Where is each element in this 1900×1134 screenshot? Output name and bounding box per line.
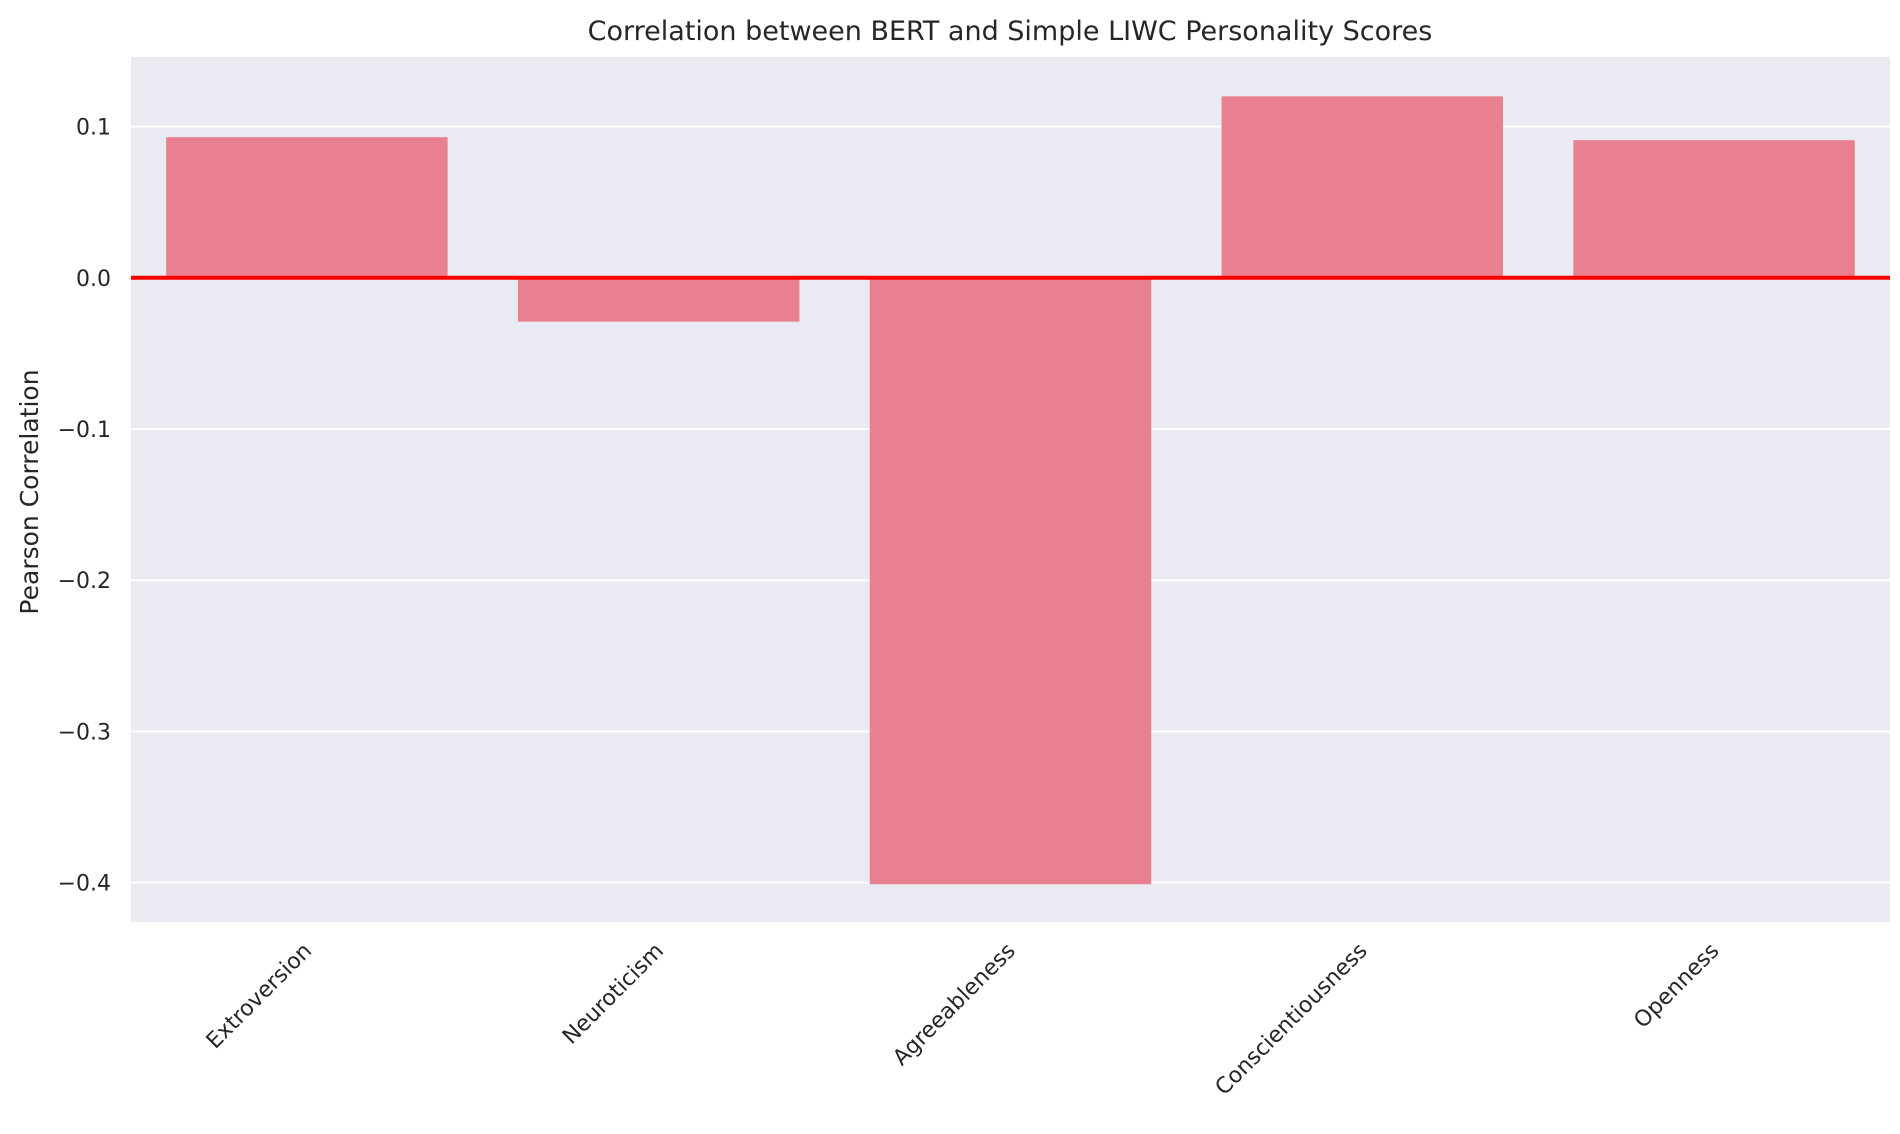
bar-openness <box>1573 140 1855 278</box>
bar-extroversion <box>166 137 448 278</box>
chart-title: Correlation between BERT and Simple LIWC… <box>588 16 1433 47</box>
bar-agreeableness <box>869 277 1152 885</box>
y-tick-label: −0.4 <box>58 872 111 897</box>
x-tick-label: Openness <box>1629 939 1724 1034</box>
y-tick-label: −0.3 <box>58 720 111 745</box>
y-tick-label: −0.2 <box>58 569 111 594</box>
y-tick-label: 0.0 <box>76 267 111 292</box>
y-axis-label: Pearson Correlation <box>15 369 44 614</box>
y-tick-label: 0.1 <box>76 116 111 141</box>
y-tick-labels: 0.1 0.0 −0.1 −0.2 −0.3 −0.4 <box>58 116 111 897</box>
x-tick-labels: Extroversion Neuroticism Agreeableness Cons… <box>202 939 1725 1101</box>
x-tick-label: Agreeableness <box>888 939 1020 1071</box>
bar-neuroticism <box>517 277 800 322</box>
bar-conscientiousness <box>1221 96 1504 278</box>
x-tick-label: Conscientiousness <box>1211 939 1373 1101</box>
y-tick-label: −0.1 <box>58 418 111 443</box>
bars <box>166 96 1855 885</box>
x-tick-label: Extroversion <box>202 939 317 1054</box>
x-tick-label: Neuroticism <box>558 939 669 1050</box>
